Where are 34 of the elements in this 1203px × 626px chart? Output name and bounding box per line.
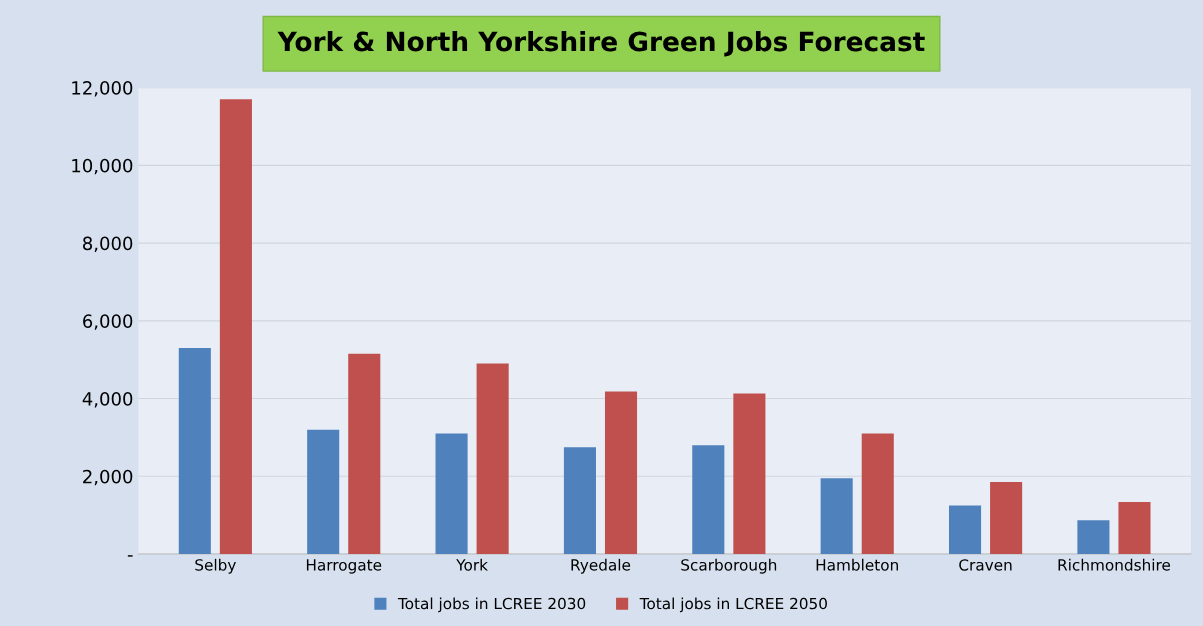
y-tick-label: 10,000 [72, 158, 133, 175]
y-tick-label: 6,000 [83, 314, 133, 330]
bar [348, 353, 381, 555]
y-tick-label: 4,000 [82, 392, 133, 408]
y-tick-label: 8,000 [83, 236, 133, 253]
chart-title: York & North Yorkshire Green Jobs Forecast [277, 31, 925, 57]
bar [604, 391, 638, 555]
legend-label: Total jobs in LCREE 2050 [639, 597, 827, 613]
x-tick-label: Hambleton [816, 558, 898, 571]
bar [219, 99, 252, 555]
y-tick-label: 12,000 [72, 81, 133, 97]
bar [948, 505, 982, 555]
bar [178, 348, 211, 555]
bar [1077, 520, 1110, 555]
bar [692, 445, 725, 555]
x-tick-label: Ryedale [571, 558, 631, 574]
x-tick-label: Selby [195, 558, 236, 574]
y-tick-label: - [127, 555, 133, 557]
bar [861, 433, 894, 555]
x-tick-label: Richmondshire [1058, 558, 1171, 571]
bar [307, 429, 340, 555]
bar [733, 393, 766, 555]
bar [990, 482, 1023, 555]
x-tick-label: Harrogate [306, 559, 382, 574]
bar [563, 447, 596, 555]
legend-label: Total jobs in LCREE 2030 [397, 597, 586, 613]
y-tick-label: 2,000 [83, 469, 133, 486]
bar [435, 433, 468, 555]
bar [1118, 501, 1151, 555]
x-tick-label: York [456, 558, 488, 571]
x-tick-label: Scarborough [681, 558, 777, 574]
bar [476, 363, 509, 555]
x-tick-label: Craven [959, 559, 1012, 571]
bar [820, 478, 853, 555]
